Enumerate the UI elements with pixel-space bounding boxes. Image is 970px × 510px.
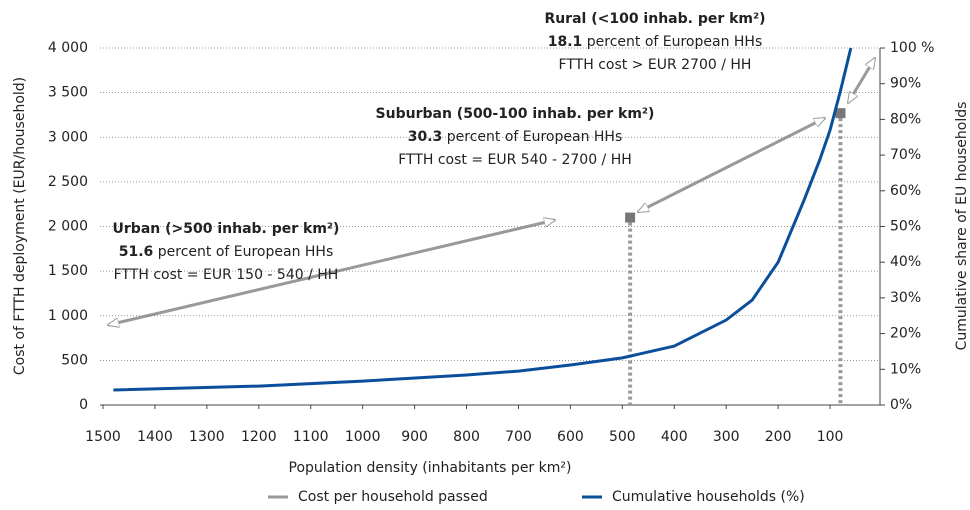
- y-tick-label: 1 000: [48, 308, 88, 324]
- y-tick-label: 500: [61, 352, 88, 368]
- y2-tick-label: 50%: [890, 219, 921, 235]
- y2-tick-label: 80%: [890, 111, 921, 127]
- x-tick-label: 1400: [137, 429, 173, 445]
- x-tick-label: 1300: [189, 429, 225, 445]
- y-tick-label: 2 000: [48, 219, 88, 235]
- arrow: [638, 116, 825, 214]
- x-tick-label: 100: [817, 429, 844, 445]
- point: [835, 108, 846, 119]
- y-tick-label: 1 500: [48, 263, 88, 279]
- share-value: 30.3: [408, 129, 443, 145]
- x-tick-label: 700: [505, 429, 532, 445]
- annotation-share: 18.1 percent of European HHs: [548, 34, 763, 50]
- y-axis-label: Cost of FTTH deployment (EUR/household): [12, 77, 28, 375]
- x-tick-label: 800: [453, 429, 480, 445]
- y2-tick-label: 90%: [890, 76, 921, 92]
- share-value: 51.6: [119, 244, 154, 260]
- y2-tick-label: 0%: [890, 397, 912, 413]
- annotation-arrows: [108, 58, 877, 325]
- annotation-title: Rural (<100 inhab. per km²): [544, 11, 765, 27]
- x-tick-label: 900: [401, 429, 428, 445]
- y2-tick-label: 60%: [890, 183, 921, 199]
- annotation-cost: FTTH cost > EUR 2700 / HH: [559, 57, 752, 73]
- x-tick-label: 300: [713, 429, 740, 445]
- y2-tick-label: 100 %: [890, 40, 934, 56]
- x-tick-label: 1000: [345, 429, 381, 445]
- y2-tick-label: 20%: [890, 326, 921, 342]
- x-tick-label: 500: [609, 429, 636, 445]
- share-value: 18.1: [548, 34, 583, 50]
- y-tick-label: 4 000: [48, 40, 88, 56]
- x-axis-label: Population density (inhabitants per km²): [289, 460, 572, 476]
- legend-label: Cumulative households (%): [612, 489, 805, 505]
- y2-tick-label: 40%: [890, 254, 921, 270]
- y2-axis-label: Cumulative share of EU households: [954, 102, 970, 351]
- legend-label: Cost per household passed: [298, 489, 488, 505]
- y2-tick-label: 10%: [890, 361, 921, 377]
- x-tick-label: 1200: [241, 429, 277, 445]
- share-text: percent of European HHs: [447, 129, 623, 145]
- y-tick-label: 3 500: [48, 85, 88, 101]
- x-tick-label: 200: [765, 429, 792, 445]
- arrow: [108, 220, 555, 325]
- y2-tick-label: 30%: [890, 290, 921, 306]
- share-text: percent of European HHs: [158, 244, 334, 260]
- y2-tick-label: 70%: [890, 147, 921, 163]
- annotation-share: 30.3 percent of European HHs: [408, 129, 623, 145]
- annotation-share: 51.6 percent of European HHs: [119, 244, 334, 260]
- series-line: [113, 47, 853, 392]
- annotation-cost: FTTH cost = EUR 150 - 540 / HH: [114, 267, 339, 283]
- y-tick-label: 2 500: [48, 174, 88, 190]
- x-tick-label: 1100: [293, 429, 329, 445]
- x-tick-label: 1500: [85, 429, 121, 445]
- y-tick-label: 3 000: [48, 129, 88, 145]
- annotation-cost: FTTH cost = EUR 540 - 2700 / HH: [398, 152, 632, 168]
- point: [625, 212, 636, 223]
- arrow: [846, 58, 877, 103]
- x-tick-label: 400: [661, 429, 688, 445]
- annotation-title: Urban (>500 inhab. per km²): [113, 221, 340, 237]
- annotation-title: Suburban (500-100 inhab. per km²): [376, 106, 655, 122]
- y-tick-label: 0: [79, 397, 88, 413]
- x-tick-label: 600: [557, 429, 584, 445]
- share-text: percent of European HHs: [587, 34, 763, 50]
